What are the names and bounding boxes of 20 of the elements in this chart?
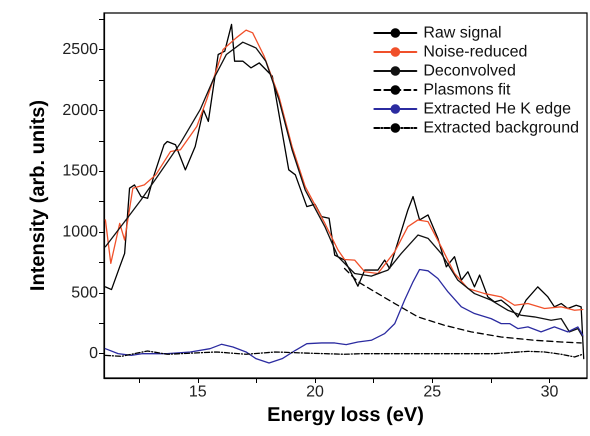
line-series bbox=[344, 268, 582, 344]
x-tick-label: 25 bbox=[423, 384, 442, 400]
y-tick-label: 2500 bbox=[62, 41, 98, 58]
x-tick-label: 20 bbox=[306, 384, 324, 400]
legend-label: Extracted He K edge bbox=[423, 100, 572, 118]
legend-label: Raw signal bbox=[423, 24, 502, 42]
x-tick-label: 15 bbox=[188, 384, 207, 400]
legend-label: Plasmons fit bbox=[423, 82, 512, 98]
y-tick-label: 0 bbox=[89, 345, 98, 362]
x-axis-title: Energy loss (eV) bbox=[267, 404, 424, 426]
y-axis-title: Intensity (arb. units) bbox=[27, 100, 49, 292]
legend-label: Extracted background bbox=[423, 120, 580, 136]
y-tick-label: 1500 bbox=[62, 162, 98, 180]
line-series bbox=[104, 268, 584, 364]
y-tick-label: 500 bbox=[71, 284, 98, 302]
legend-label: Noise-reduced bbox=[423, 44, 528, 60]
x-tick-label: 30 bbox=[540, 384, 558, 400]
legend-label: Deconvolved bbox=[423, 62, 516, 80]
y-tick-label: 1000 bbox=[62, 224, 98, 240]
y-tick-label: 2000 bbox=[62, 102, 98, 119]
